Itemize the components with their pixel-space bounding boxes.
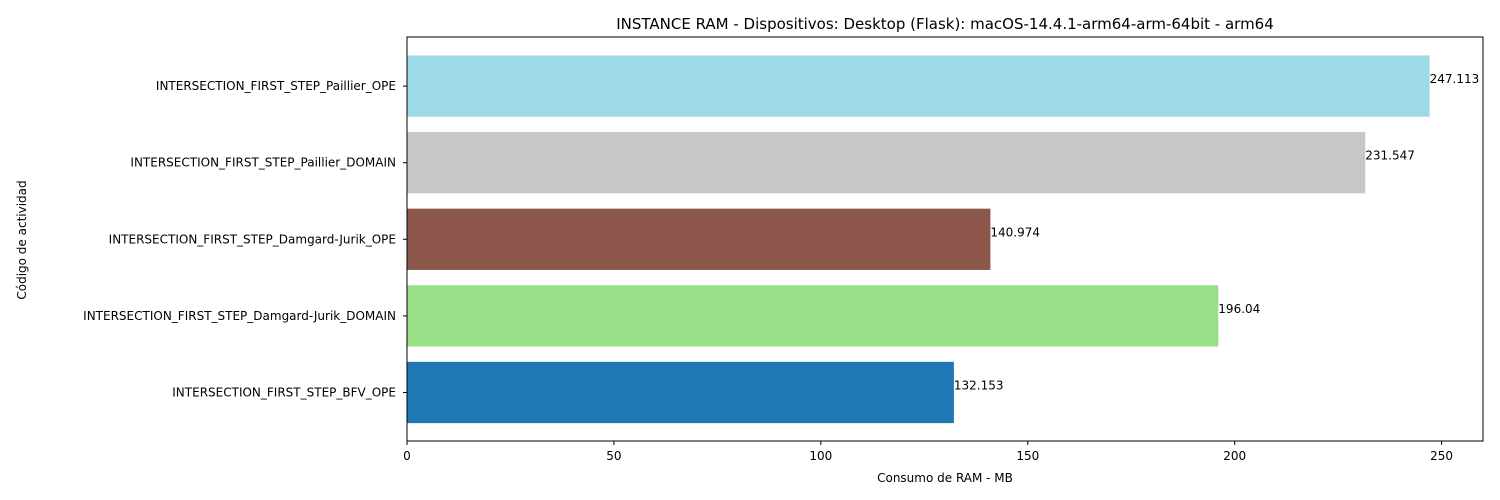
y-axis-label: Código de actividad	[15, 180, 29, 299]
x-axis-label: Consumo de RAM - MB	[877, 471, 1013, 485]
plot-frame	[406, 36, 1484, 442]
data-label: 140.974	[990, 225, 1040, 239]
x-tick-label: 0	[403, 449, 411, 463]
data-label: 247.113	[1430, 72, 1480, 86]
x-tick-label: 200	[1223, 449, 1246, 463]
data-label: 196.04	[1218, 302, 1260, 316]
y-tick-label: INTERSECTION_FIRST_STEP_Damgard-Jurik_DO…	[83, 309, 396, 323]
x-tick-label: 150	[1016, 449, 1039, 463]
bar	[407, 208, 991, 270]
x-tick-label: 50	[606, 449, 621, 463]
bar	[407, 55, 1430, 117]
y-tick-label: INTERSECTION_FIRST_STEP_Paillier_OPE	[156, 79, 396, 93]
plot-area: 132.153 INTERSECTION_FIRST_STEP_BFV_OPE 19…	[83, 55, 1479, 463]
bar	[407, 285, 1219, 347]
x-tick-label: 250	[1430, 449, 1453, 463]
y-tick-label: INTERSECTION_FIRST_STEP_Damgard-Jurik_OP…	[109, 232, 396, 246]
bar	[407, 132, 1366, 194]
bar	[407, 361, 954, 424]
data-label: 132.153	[954, 379, 1004, 393]
y-tick-label: INTERSECTION_FIRST_STEP_BFV_OPE	[172, 386, 396, 400]
chart-title: INSTANCE RAM - Dispositivos: Desktop (Fl…	[616, 15, 1274, 33]
y-tick-label: INTERSECTION_FIRST_STEP_Paillier_DOMAIN	[130, 156, 396, 170]
x-tick-label: 100	[809, 449, 832, 463]
data-label: 231.547	[1365, 149, 1415, 163]
